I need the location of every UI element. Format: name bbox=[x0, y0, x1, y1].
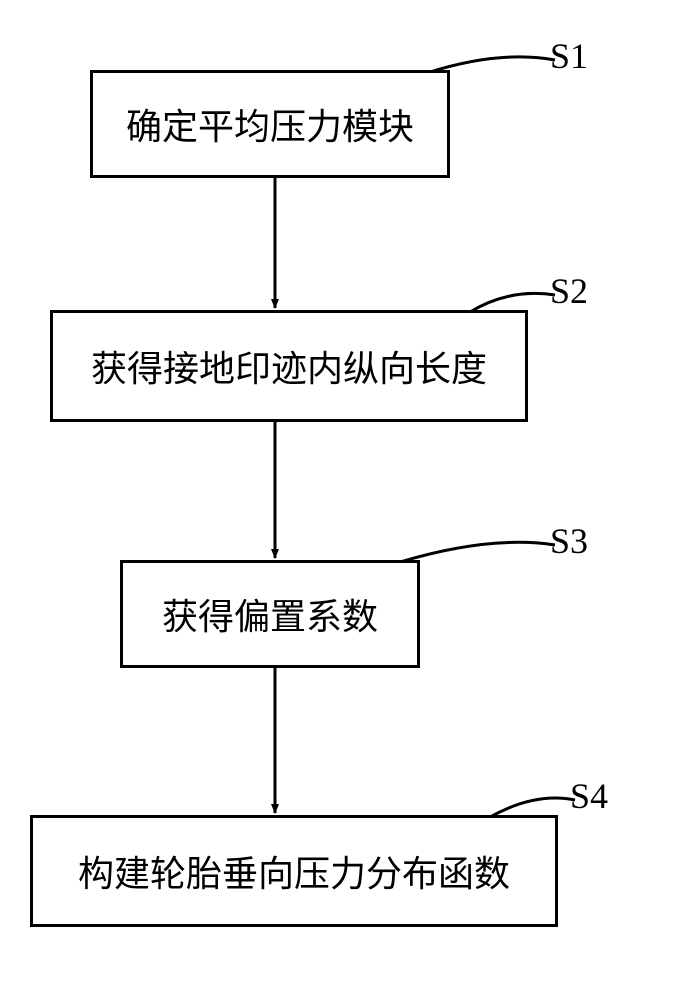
step-text-s4: 构建轮胎垂向压力分布函数 bbox=[78, 845, 510, 897]
step-label-s3: S3 bbox=[550, 520, 588, 562]
step-box-s1: 确定平均压力模块 bbox=[90, 70, 450, 178]
callout-curve bbox=[400, 542, 555, 562]
step-box-s4: 构建轮胎垂向压力分布函数 bbox=[30, 815, 558, 927]
step-text-s1: 确定平均压力模块 bbox=[126, 98, 414, 150]
step-text-s2: 获得接地印迹内纵向长度 bbox=[91, 340, 487, 392]
step-text-s3: 获得偏置系数 bbox=[162, 588, 378, 640]
step-label-s1: S1 bbox=[550, 35, 588, 77]
step-box-s2: 获得接地印迹内纵向长度 bbox=[50, 310, 528, 422]
step-label-s2: S2 bbox=[550, 270, 588, 312]
step-label-s4: S4 bbox=[570, 775, 608, 817]
step-box-s3: 获得偏置系数 bbox=[120, 560, 420, 668]
flowchart-canvas: 确定平均压力模块 获得接地印迹内纵向长度 获得偏置系数 构建轮胎垂向压力分布函数… bbox=[0, 0, 674, 1000]
